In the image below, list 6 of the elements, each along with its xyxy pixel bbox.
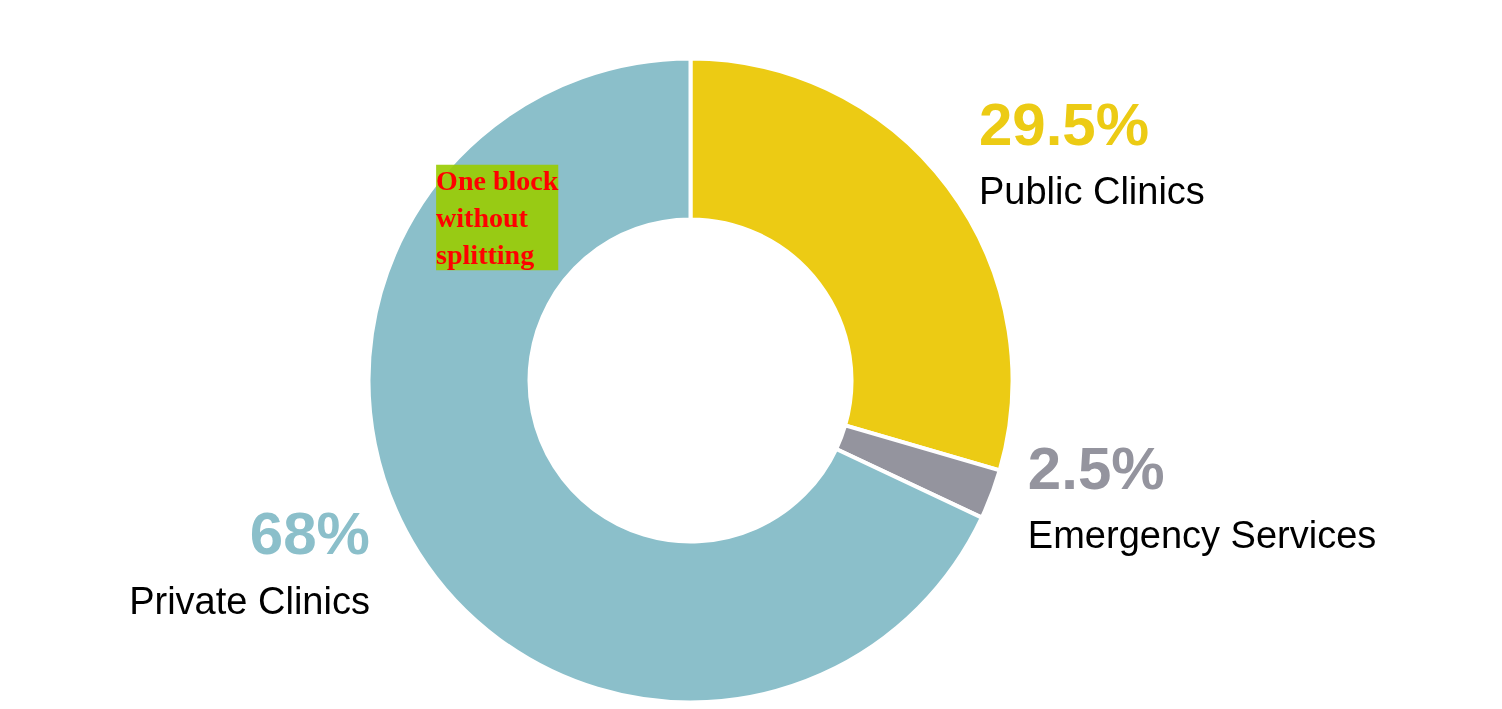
slice-label: Public Clinics [978, 170, 1205, 213]
data-label: 29.5% [978, 90, 1150, 158]
data-label: 68% [249, 500, 370, 568]
slice-label: Emergency Services [1027, 514, 1377, 557]
data-label: 2.5% [1027, 434, 1165, 502]
slice-label: Private Clinics [129, 580, 370, 623]
